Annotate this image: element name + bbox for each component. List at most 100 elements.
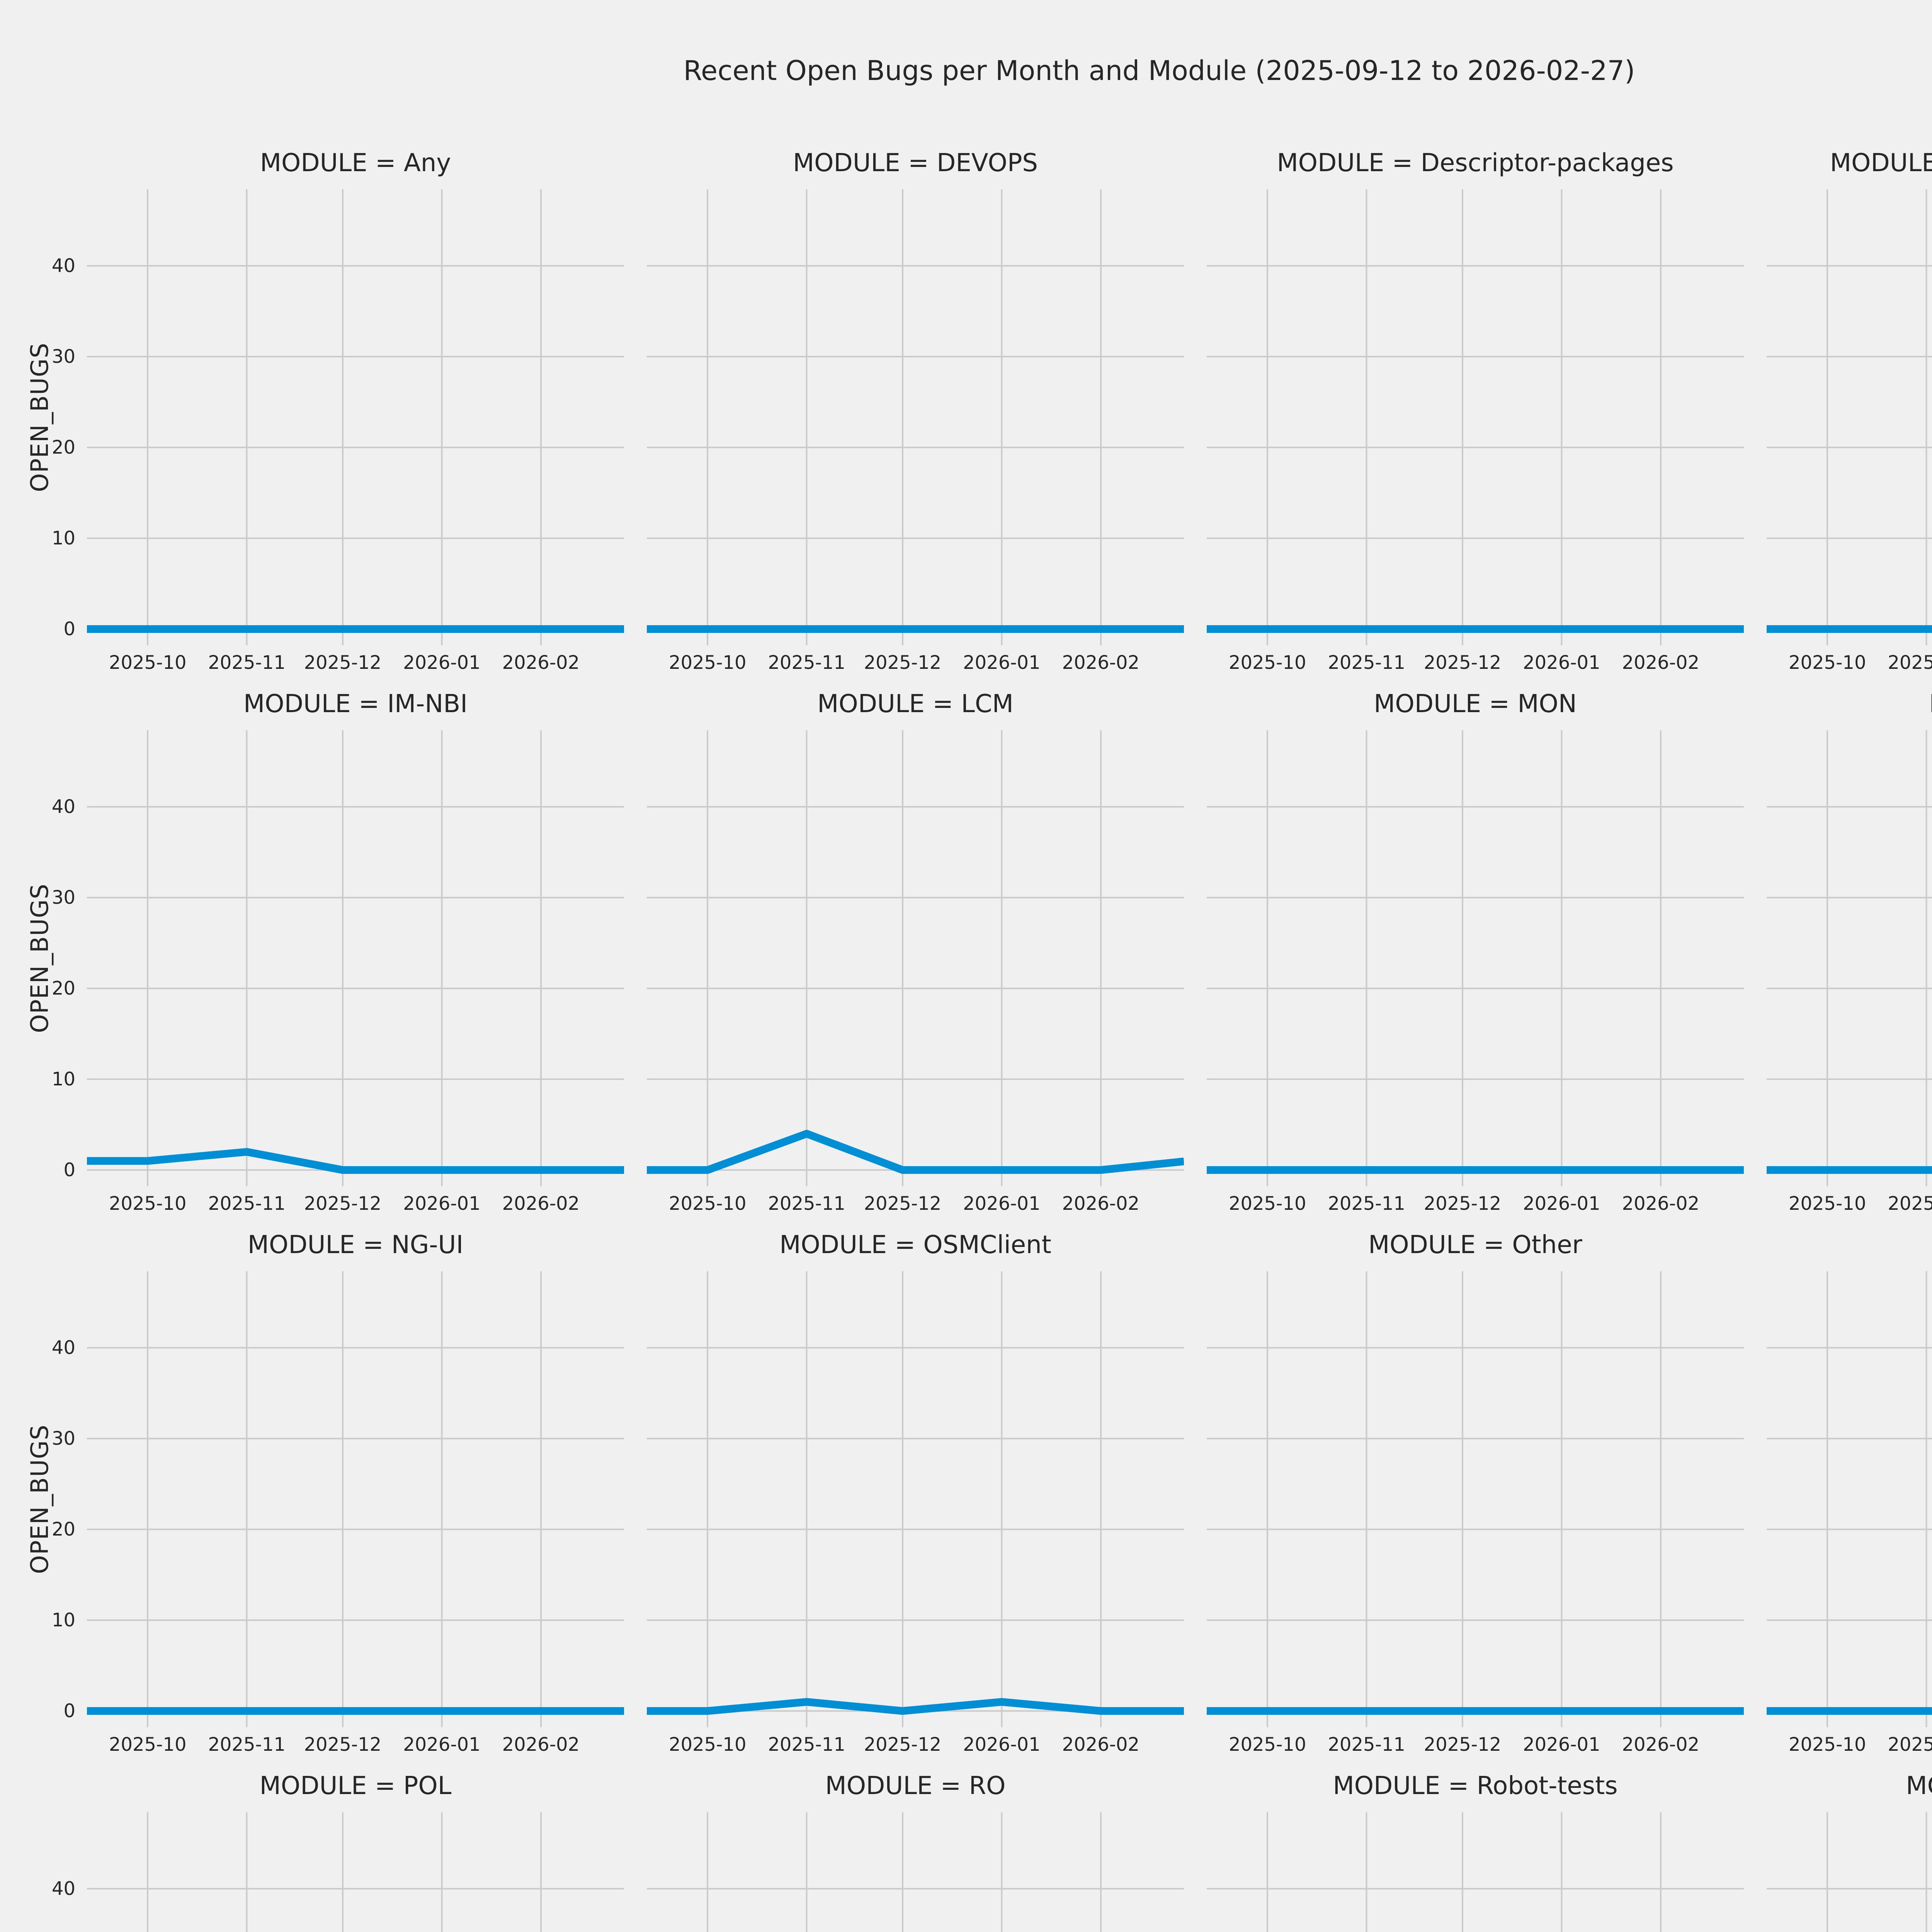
plot-area-IM-NBI <box>87 730 624 1186</box>
plot-area-LCM <box>647 730 1184 1186</box>
x-tick-label: 2026-02 <box>1622 652 1700 673</box>
x-tick-label: 2025-10 <box>1788 1734 1866 1755</box>
y-tick-label: 10 <box>51 1068 75 1090</box>
x-tick-label: 2026-02 <box>1062 1734 1140 1755</box>
plot-area-Documentation / Wiki <box>1767 189 1932 645</box>
x-tick-label: 2025-10 <box>1228 1734 1306 1755</box>
x-tick-label: 2025-12 <box>1423 1734 1502 1755</box>
x-tick-label: 2025-12 <box>864 652 942 673</box>
x-tick-label: 2026-02 <box>1622 1734 1700 1755</box>
figure-title: Recent Open Bugs per Month and Module (2… <box>683 55 1635 87</box>
subplot-title-RO: MODULE = RO <box>825 1772 1006 1800</box>
x-tick-label: 2026-01 <box>1523 1734 1600 1755</box>
plot-area-Descriptor-packages <box>1207 189 1744 645</box>
x-tick-label: 2026-01 <box>963 1193 1041 1214</box>
x-tick-label: 2026-02 <box>502 652 580 673</box>
subplot-title-Unknown: MODULE = Unknown <box>1906 1772 1932 1800</box>
x-tick-label: 2025-12 <box>304 1193 382 1214</box>
y-tick-label: 40 <box>51 1878 75 1900</box>
x-tick-label: 2026-01 <box>963 652 1041 673</box>
x-tick-label: 2025-12 <box>864 1193 942 1214</box>
x-tick-label: 2025-11 <box>1328 1734 1405 1755</box>
x-tick-label: 2026-01 <box>403 1734 481 1755</box>
x-tick-label: 2025-10 <box>1788 1193 1866 1214</box>
plot-area-MON <box>1207 730 1744 1186</box>
y-tick-label: 0 <box>63 618 75 640</box>
x-tick-label: 2026-02 <box>502 1734 580 1755</box>
subplot-title-PLA: MODULE = PLA <box>1767 1229 1932 1262</box>
plot-area-N2VC <box>1767 730 1932 1186</box>
x-tick-label: 2025-11 <box>768 1193 845 1214</box>
x-tick-label: 2025-12 <box>864 1734 942 1755</box>
y-tick-label: 10 <box>51 1609 75 1631</box>
x-tick-label: 2025-10 <box>668 1734 747 1755</box>
y-tick-label: 30 <box>51 1428 75 1449</box>
bugs-line-OSMClient <box>647 1698 1184 1715</box>
x-tick-label: 2025-11 <box>208 1193 286 1214</box>
x-tick-label: 2026-01 <box>1523 652 1600 673</box>
subplot-title-DEVOPS: MODULE = DEVOPS <box>793 149 1038 177</box>
subplot-title-Robot-tests: MODULE = Robot-tests <box>1333 1772 1618 1800</box>
subplot-title-Any: MODULE = Any <box>260 149 451 177</box>
subplot-title-POL: MODULE = POL <box>259 1772 452 1800</box>
x-tick-label: 2025-11 <box>1888 652 1932 673</box>
y-tick-label: 20 <box>51 437 75 458</box>
x-tick-label: 2026-01 <box>963 1734 1041 1755</box>
subplot-title-Documentation / Wiki: MODULE = Documentation / Wiki <box>1830 149 1932 177</box>
bugs-line-IM-NBI <box>87 1148 624 1174</box>
plot-area-OSMClient <box>647 1271 1184 1727</box>
x-tick-label: 2026-01 <box>403 652 481 673</box>
x-tick-label: 2025-11 <box>1328 1193 1405 1214</box>
bugs-line-LCM <box>647 1130 1184 1174</box>
subplot-title-OSMClient: MODULE = OSMClient <box>779 1231 1051 1259</box>
y-tick-label: 40 <box>51 255 75 277</box>
x-tick-label: 2026-01 <box>403 1193 481 1214</box>
y-tick-label: 30 <box>51 346 75 367</box>
x-tick-label: 2025-10 <box>109 1193 187 1214</box>
x-tick-label: 2025-10 <box>1228 652 1306 673</box>
x-tick-label: 2025-12 <box>304 1734 382 1755</box>
subplot-title-LCM: MODULE = LCM <box>817 690 1014 718</box>
x-tick-label: 2026-02 <box>502 1193 580 1214</box>
x-tick-label: 2025-10 <box>1228 1193 1306 1214</box>
plot-area-Other <box>1207 1271 1744 1727</box>
plot-area-RO <box>647 1812 1184 1932</box>
x-tick-label: 2025-10 <box>109 652 187 673</box>
plot-area-NG-UI <box>87 1271 624 1727</box>
y-axis-label: OPEN_BUGS <box>26 1812 54 1932</box>
y-tick-label: 40 <box>51 796 75 818</box>
y-tick-label: 20 <box>51 1519 75 1540</box>
subplot-title-NG-UI: MODULE = NG-UI <box>247 1231 464 1259</box>
x-tick-label: 2025-10 <box>668 1193 747 1214</box>
x-tick-label: 2025-12 <box>1423 1193 1502 1214</box>
y-tick-label: 40 <box>51 1337 75 1359</box>
x-tick-label: 2025-10 <box>109 1734 187 1755</box>
y-tick-label: 20 <box>51 978 75 999</box>
subplot-title-MON: MODULE = MON <box>1374 690 1577 718</box>
x-tick-label: 2025-12 <box>1423 652 1502 673</box>
x-tick-label: 2026-01 <box>1523 1193 1600 1214</box>
plot-area-PLA <box>1767 1271 1932 1727</box>
x-tick-label: 2025-11 <box>768 1734 845 1755</box>
y-tick-label: 10 <box>51 527 75 549</box>
x-tick-label: 2025-11 <box>208 1734 286 1755</box>
x-tick-label: 2026-02 <box>1062 1193 1140 1214</box>
x-tick-label: 2025-11 <box>1328 652 1405 673</box>
plot-area-Robot-tests <box>1207 1812 1744 1932</box>
plot-area-DEVOPS <box>647 189 1184 645</box>
y-tick-label: 0 <box>63 1159 75 1181</box>
x-tick-label: 2025-12 <box>304 652 382 673</box>
subplot-title-Descriptor-packages: MODULE = Descriptor-packages <box>1277 149 1674 177</box>
x-tick-label: 2025-11 <box>208 652 286 673</box>
y-axis-label: OPEN_BUGS <box>26 342 54 492</box>
x-tick-label: 2025-11 <box>1888 1734 1932 1755</box>
y-tick-label: 0 <box>63 1700 75 1722</box>
y-axis-label: OPEN_BUGS <box>26 1424 54 1574</box>
y-tick-label: 30 <box>51 887 75 908</box>
x-tick-label: 2026-02 <box>1622 1193 1700 1214</box>
subplot-title-N2VC: MODULE = N2VC <box>1767 688 1932 721</box>
x-tick-label: 2026-02 <box>1062 652 1140 673</box>
plot-area-Any <box>87 189 624 645</box>
subplot-title-Other: MODULE = Other <box>1368 1231 1582 1259</box>
